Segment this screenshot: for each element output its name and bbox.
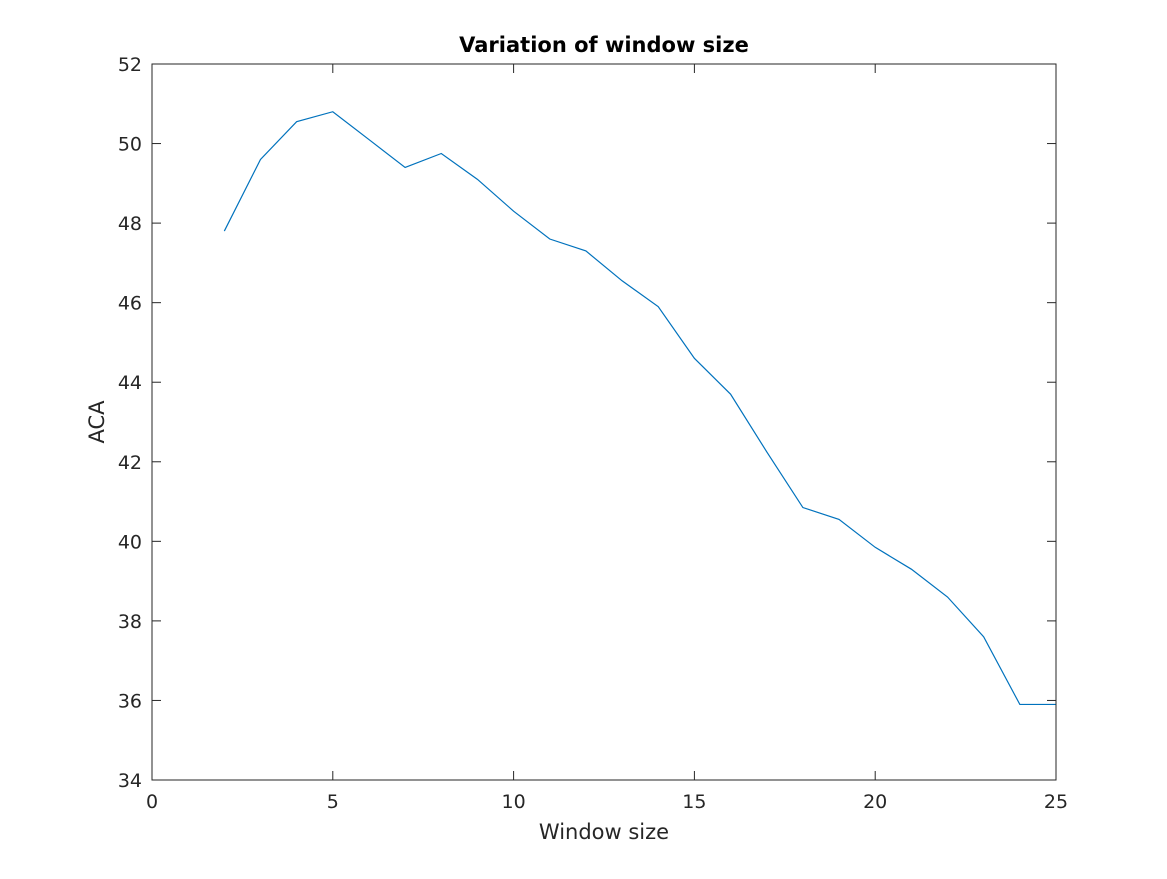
y-tick-label: 42 xyxy=(118,452,142,474)
x-tick-label: 0 xyxy=(146,791,158,813)
y-tick-label: 46 xyxy=(118,293,142,315)
y-tick-label: 38 xyxy=(118,611,142,633)
y-tick-label: 34 xyxy=(118,770,142,792)
y-axis-label: ACA xyxy=(85,400,109,444)
series-line xyxy=(223,111,1056,706)
x-axis-label: Window size xyxy=(539,820,669,844)
y-tick-label: 36 xyxy=(118,690,142,712)
x-tick-label: 25 xyxy=(1044,791,1068,813)
plot-area xyxy=(152,64,1056,780)
x-tick-label: 15 xyxy=(682,791,706,813)
y-tick-label: 48 xyxy=(118,213,142,235)
x-tick-label: 20 xyxy=(863,791,887,813)
y-tick-label: 44 xyxy=(118,372,142,394)
x-tick-label: 10 xyxy=(502,791,526,813)
axis-tick-labels: 0 5 10 15 20 25 34 36 38 40 42 44 46 48 50 52 xyxy=(118,54,1068,813)
plot-box xyxy=(151,63,1057,781)
y-tick-label: 50 xyxy=(118,134,142,156)
y-tick-label: 52 xyxy=(118,54,142,76)
x-tick-label: 5 xyxy=(327,791,339,813)
y-tick-label: 40 xyxy=(118,531,142,553)
chart-title: Variation of window size xyxy=(459,33,749,57)
